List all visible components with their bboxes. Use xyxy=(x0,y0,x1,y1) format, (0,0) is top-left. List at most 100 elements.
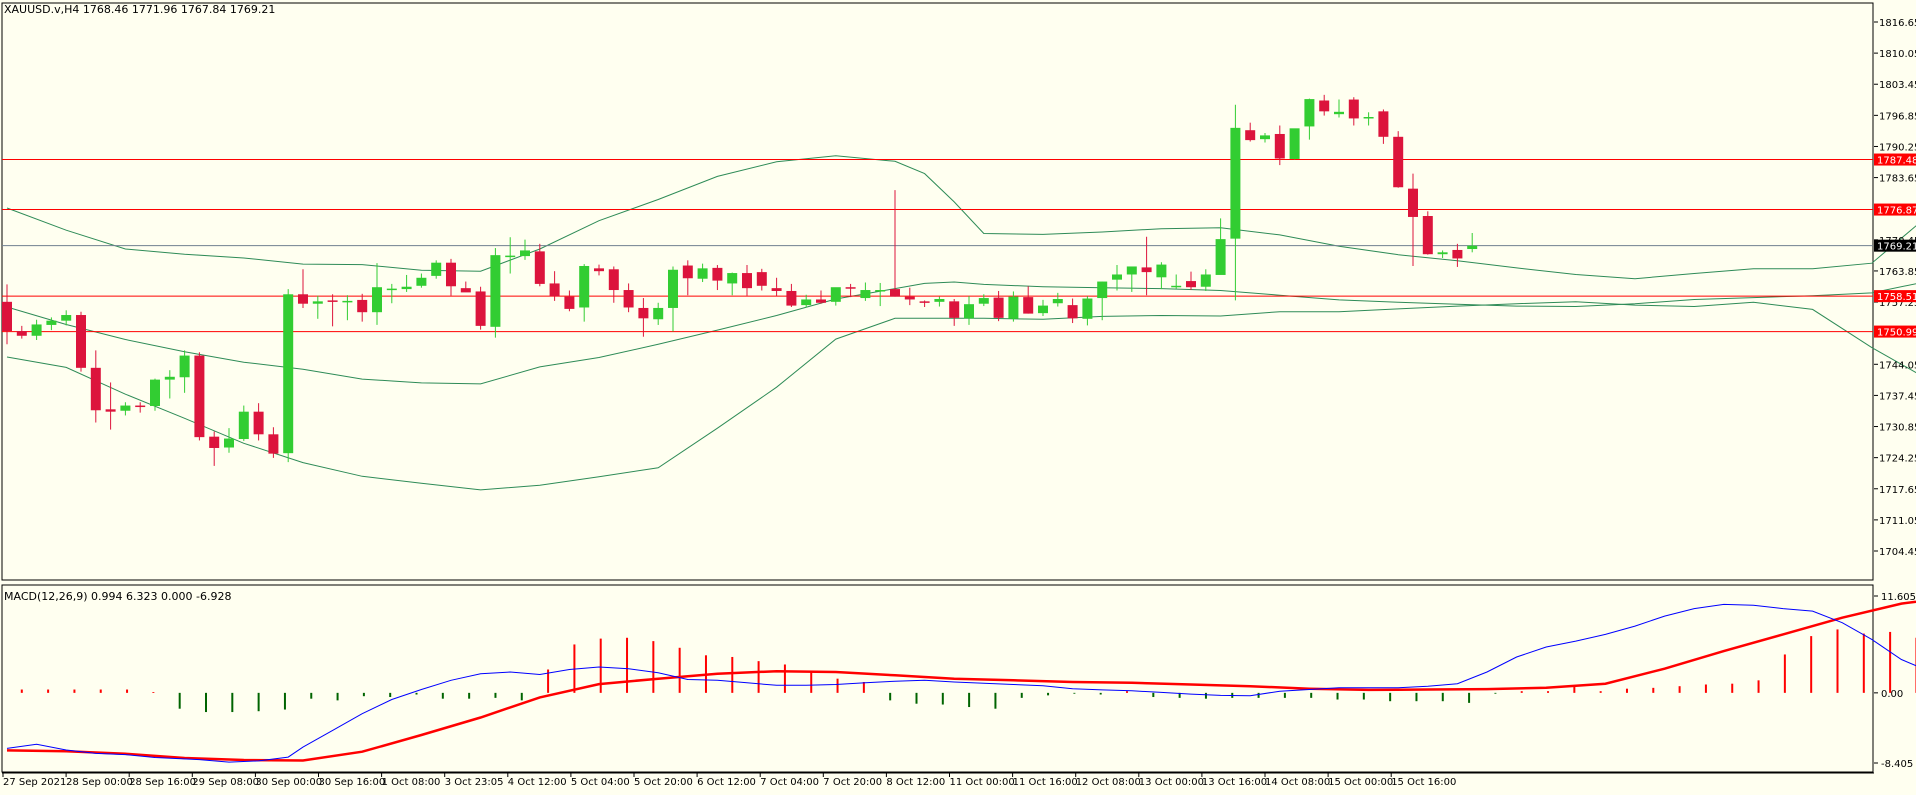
time-tick-label: 29 Sep 08:00 xyxy=(192,777,259,788)
bull-candle xyxy=(653,307,664,320)
time-tick-label: 11 Oct 00:00 xyxy=(950,777,1015,788)
price-tick-label: 1717.65 xyxy=(1879,485,1916,496)
bull-candle xyxy=(520,250,530,257)
bollinger-middle-band xyxy=(6,281,1916,385)
price-tick-label: 1730.85 xyxy=(1879,423,1916,434)
price-tick-label: 1704.45 xyxy=(1879,547,1916,558)
bear-candle xyxy=(1348,99,1359,119)
bull-candle xyxy=(1437,252,1448,255)
bear-candle xyxy=(564,296,575,309)
bear-candle xyxy=(904,296,915,300)
bear-candle xyxy=(608,269,619,291)
bear-candle xyxy=(1186,281,1196,288)
bear-candle xyxy=(209,436,220,448)
bear-candle xyxy=(105,409,116,412)
price-tick-label: 1724.25 xyxy=(1879,454,1916,465)
macd-tick-label: -8.405 xyxy=(1881,759,1913,770)
bull-candle xyxy=(1467,245,1478,250)
time-tick-label: 13 Oct 00:00 xyxy=(1139,777,1204,788)
time-tick-label: 13 Oct 16:00 xyxy=(1202,777,1267,788)
bear-candle xyxy=(1408,188,1418,217)
bear-candle xyxy=(253,411,264,435)
bull-candle xyxy=(401,286,412,290)
bollinger-upper-band xyxy=(6,155,1916,280)
bull-candle xyxy=(150,379,160,407)
macd-signal-line xyxy=(6,600,1916,762)
bull-candle xyxy=(342,300,353,303)
bull-candle xyxy=(1334,111,1344,115)
level-price-tag xyxy=(1874,203,1916,216)
bear-candle xyxy=(919,301,930,303)
bull-candle xyxy=(179,355,190,378)
bull-candle xyxy=(579,265,590,308)
bollinger-lower-band xyxy=(6,301,1916,491)
bull-candle xyxy=(1200,274,1211,287)
bull-candle xyxy=(1082,298,1093,319)
bear-candle xyxy=(446,262,456,287)
bear-candle xyxy=(194,355,205,438)
bear-candle xyxy=(712,267,723,281)
bear-candle xyxy=(357,299,368,313)
time-tick-label: 5 Oct 20:00 xyxy=(634,777,693,788)
bull-candle xyxy=(416,277,427,286)
bear-candle xyxy=(135,405,146,408)
time-tick-label: 5 Oct 04:00 xyxy=(571,777,630,788)
level-price-label: 1787.48 xyxy=(1877,156,1916,167)
bull-candle xyxy=(1363,117,1374,119)
bull-candle xyxy=(46,320,57,325)
bull-candle xyxy=(1038,305,1048,314)
bear-candle xyxy=(845,287,856,289)
time-tick-label: 28 Sep 00:00 xyxy=(66,777,133,788)
time-tick-label: 15 Oct 00:00 xyxy=(1328,777,1393,788)
bear-candle xyxy=(1393,136,1404,188)
bull-candle xyxy=(238,411,249,440)
bull-candle xyxy=(1215,239,1226,275)
bear-candle xyxy=(1319,100,1330,112)
level-price-label: 1776.87 xyxy=(1877,206,1916,217)
bear-candle xyxy=(638,307,649,319)
level-price-tag xyxy=(1874,290,1916,303)
bear-candle xyxy=(949,301,960,318)
bear-candle xyxy=(549,283,560,297)
current-price-label: 1769.21 xyxy=(1877,242,1916,253)
bear-candle xyxy=(771,288,782,291)
bear-candle xyxy=(90,367,101,411)
bull-candle xyxy=(31,324,42,336)
bull-candle xyxy=(224,438,234,448)
bear-candle xyxy=(1452,249,1463,259)
bull-candle xyxy=(490,255,501,327)
price-tick-label: 1757.25 xyxy=(1879,298,1916,309)
price-tick-label: 1763.85 xyxy=(1879,267,1916,278)
time-tick-label: 4 Oct 12:00 xyxy=(508,777,567,788)
price-tick-label: 1737.45 xyxy=(1879,391,1916,402)
bull-candle xyxy=(875,290,886,292)
bear-candle xyxy=(742,273,752,289)
bull-candle xyxy=(1289,128,1300,159)
bull-candle xyxy=(283,294,294,454)
bull-candle xyxy=(372,287,382,313)
bear-candle xyxy=(1378,111,1389,137)
bear-candle xyxy=(993,297,1004,318)
price-tick-label: 1790.25 xyxy=(1879,142,1916,153)
bear-candle xyxy=(1141,267,1152,273)
level-price-label: 1758.51 xyxy=(1877,292,1916,303)
bear-candle xyxy=(682,265,693,279)
bear-candle xyxy=(460,288,471,293)
bull-candle xyxy=(1052,298,1063,304)
bear-candle xyxy=(623,290,634,308)
price-tick-label: 1711.05 xyxy=(1879,516,1916,527)
bull-candle xyxy=(801,299,812,306)
bear-candle xyxy=(76,315,86,368)
bull-candle xyxy=(1230,127,1241,239)
bear-candle xyxy=(268,434,279,454)
bull-candle xyxy=(386,288,397,291)
time-tick-label: 30 Sep 00:00 xyxy=(255,777,322,788)
time-tick-label: 6 Oct 12:00 xyxy=(697,777,756,788)
time-tick-label: 3 Oct 23:05 xyxy=(445,777,504,788)
bear-candle xyxy=(1023,297,1034,314)
price-tick-label: 1803.45 xyxy=(1879,80,1916,91)
bear-candle xyxy=(298,294,308,304)
macd-panel-frame xyxy=(1,584,1874,773)
